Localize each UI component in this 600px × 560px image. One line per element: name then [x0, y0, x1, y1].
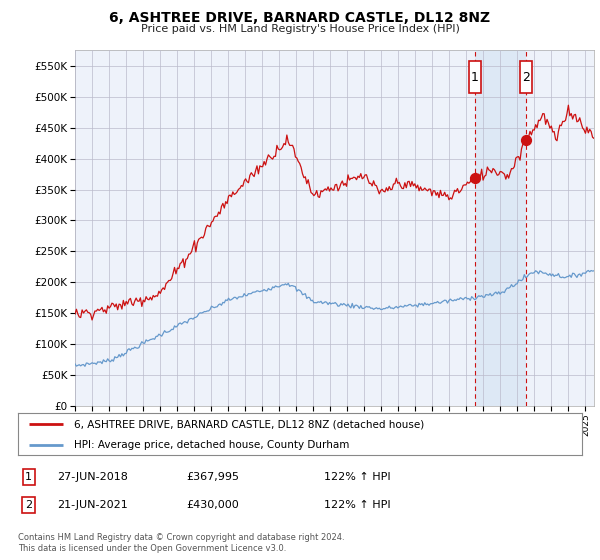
Text: Price paid vs. HM Land Registry's House Price Index (HPI): Price paid vs. HM Land Registry's House …	[140, 24, 460, 34]
Point	[521, 136, 530, 144]
Text: 1: 1	[471, 71, 479, 83]
Text: 21-JUN-2021: 21-JUN-2021	[57, 500, 128, 510]
Bar	[469, 61, 481, 93]
Text: 27-JUN-2018: 27-JUN-2018	[57, 472, 128, 482]
Text: £430,000: £430,000	[186, 500, 239, 510]
Text: 6, ASHTREE DRIVE, BARNARD CASTLE, DL12 8NZ: 6, ASHTREE DRIVE, BARNARD CASTLE, DL12 8…	[109, 11, 491, 25]
Text: £367,995: £367,995	[186, 472, 239, 482]
Bar	[475, 50, 526, 406]
Text: 2: 2	[25, 500, 32, 510]
Bar	[520, 61, 532, 93]
Text: 122% ↑ HPI: 122% ↑ HPI	[324, 500, 391, 510]
Text: HPI: Average price, detached house, County Durham: HPI: Average price, detached house, Coun…	[74, 440, 350, 450]
Text: 122% ↑ HPI: 122% ↑ HPI	[324, 472, 391, 482]
Text: 6, ASHTREE DRIVE, BARNARD CASTLE, DL12 8NZ (detached house): 6, ASHTREE DRIVE, BARNARD CASTLE, DL12 8…	[74, 419, 425, 429]
Text: 1: 1	[25, 472, 32, 482]
Point	[470, 174, 479, 183]
Text: 2: 2	[521, 71, 530, 83]
Text: Contains HM Land Registry data © Crown copyright and database right 2024.
This d: Contains HM Land Registry data © Crown c…	[18, 533, 344, 553]
